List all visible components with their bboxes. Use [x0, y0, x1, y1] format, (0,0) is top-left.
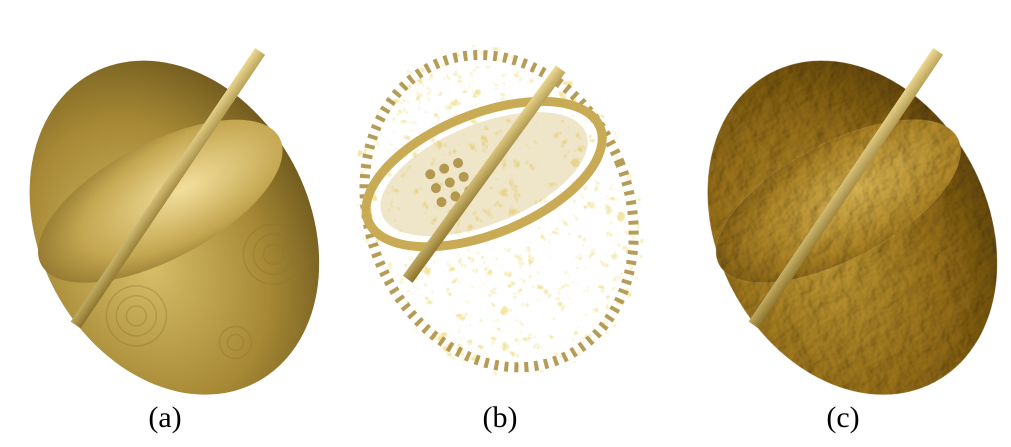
caption-b: (b) [482, 401, 518, 434]
panel-b: (b) [335, 0, 665, 447]
caption-a: (a) [148, 401, 182, 434]
shell-render-b [354, 45, 644, 378]
shell-render-a [29, 48, 320, 395]
panel-a: (a) [0, 0, 330, 447]
caption-c: (c) [826, 401, 860, 434]
panel-c: (c) [675, 0, 1011, 447]
shell-render-c [707, 48, 998, 395]
